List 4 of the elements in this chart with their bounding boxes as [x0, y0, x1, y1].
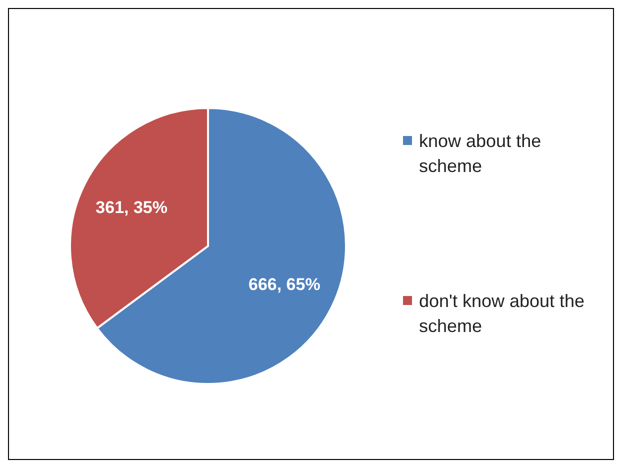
legend-label: know about the scheme [419, 130, 542, 178]
legend-label: don't know about the scheme [419, 290, 586, 338]
data-label: 666, 65% [248, 274, 320, 294]
data-label: 361, 35% [96, 198, 168, 218]
